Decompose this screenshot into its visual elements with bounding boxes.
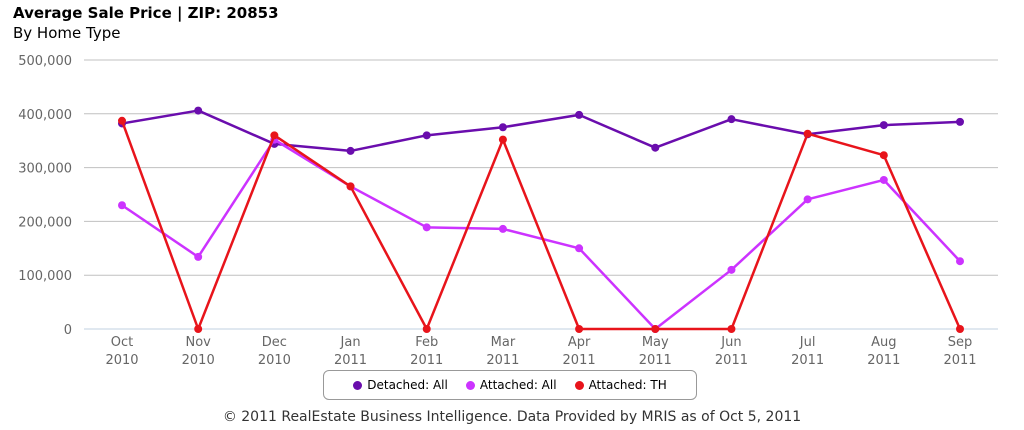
y-tick-label: 400,000 <box>18 108 72 123</box>
x-tick-label-year: 2011 <box>867 353 900 368</box>
y-tick-label: 300,000 <box>18 162 72 177</box>
data-point <box>727 325 736 333</box>
x-tick-label-month: Feb <box>415 335 438 350</box>
y-tick-label: 500,000 <box>18 54 72 69</box>
x-tick-label-year: 2011 <box>563 353 596 368</box>
data-point <box>422 223 431 232</box>
data-point <box>422 131 431 140</box>
legend-marker-icon <box>353 380 363 390</box>
x-tick-label-month: Sep <box>948 335 973 350</box>
x-tick-label-year: 2011 <box>486 353 519 368</box>
x-tick-label-month: Jan <box>340 335 361 350</box>
data-point <box>270 131 279 140</box>
data-point <box>956 257 964 266</box>
x-tick-label-year: 2010 <box>105 353 138 368</box>
data-point <box>956 325 964 333</box>
legend-label: Attached: All <box>479 378 557 392</box>
data-point <box>194 252 203 261</box>
x-tick-label-month: Mar <box>491 335 516 350</box>
data-point <box>194 106 203 115</box>
x-tick-label-year: 2010 <box>182 353 215 368</box>
legend-marker-icon <box>465 380 475 390</box>
legend-label: Detached: All <box>367 378 448 392</box>
data-point <box>651 325 660 333</box>
x-tick-label-month: Aug <box>871 335 896 350</box>
x-tick-label-month: Oct <box>111 335 133 350</box>
data-point <box>575 325 584 333</box>
x-tick-label-year: 2011 <box>410 353 443 368</box>
x-tick-label-year: 2011 <box>639 353 672 368</box>
data-point <box>879 151 888 160</box>
data-point <box>575 110 584 119</box>
x-tick-label-month: Dec <box>262 335 287 350</box>
data-point <box>575 244 584 253</box>
grid-lines <box>84 59 998 330</box>
copyright-footer: © 2011 RealEstate Business Intelligence.… <box>222 409 802 425</box>
data-point <box>956 117 964 126</box>
y-tick-label: 0 <box>64 323 72 338</box>
data-point <box>346 182 355 191</box>
data-point <box>118 116 126 125</box>
series-2 <box>118 116 964 333</box>
data-point <box>879 175 888 184</box>
data-point <box>803 129 812 138</box>
y-axis-ticks: 0 100,000 200,000 300,000 400,000 500,000 <box>18 54 72 338</box>
legend-item[interactable]: Detached: All <box>353 378 448 392</box>
series-line <box>121 109 961 153</box>
x-tick-label-year: 2011 <box>334 353 367 368</box>
series-line <box>121 138 961 331</box>
data-point <box>422 325 431 333</box>
data-point <box>803 195 812 204</box>
x-axis-ticks: Oct 2010 Nov 2010 Dec 2010 Jan 2011 Feb 2011 Mar 20… <box>105 335 976 368</box>
data-point <box>651 143 660 152</box>
data-point <box>194 325 203 333</box>
legend-marker-icon <box>574 380 584 390</box>
x-tick-label-month: Apr <box>568 335 591 350</box>
x-tick-label-year: 2011 <box>715 353 748 368</box>
data-point <box>498 135 507 144</box>
x-tick-label-year: 2011 <box>791 353 824 368</box>
series-layer <box>118 106 964 333</box>
legend-label: Attached: TH <box>588 378 667 392</box>
data-point <box>727 265 736 274</box>
x-tick-label-month: Jun <box>720 335 741 350</box>
data-point <box>727 115 736 124</box>
y-tick-label: 100,000 <box>18 269 72 284</box>
data-point <box>346 146 355 155</box>
chart-subtitle: By Home Type <box>13 24 121 42</box>
x-tick-label-month: Nov <box>185 335 211 350</box>
chart-legend: Detached: All Attached: All Attached: TH <box>323 370 697 400</box>
line-chart: 0 100,000 200,000 300,000 400,000 500,000 Oct… <box>18 54 998 368</box>
x-tick-label-year: 2010 <box>258 353 291 368</box>
chart-title: Average Sale Price | ZIP: 20853 <box>13 4 279 22</box>
data-point <box>498 123 507 132</box>
data-point <box>498 224 507 233</box>
x-tick-label-month: May <box>642 335 669 350</box>
x-tick-label-month: Jul <box>799 335 816 350</box>
y-tick-label: 200,000 <box>18 215 72 230</box>
series-line <box>120 120 962 331</box>
x-tick-label-year: 2011 <box>943 353 976 368</box>
legend-item[interactable]: Attached: TH <box>574 378 667 392</box>
legend-item[interactable]: Attached: All <box>465 378 557 392</box>
data-point <box>879 121 888 130</box>
data-point <box>118 201 126 210</box>
